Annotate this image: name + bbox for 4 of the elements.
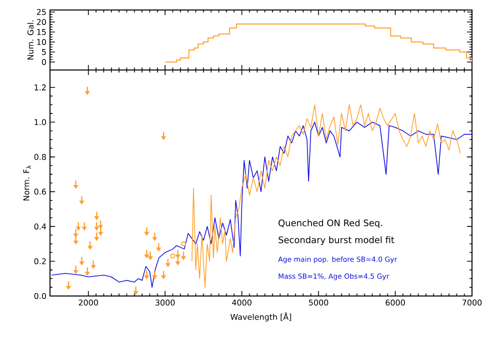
point xyxy=(170,254,176,259)
point xyxy=(181,241,186,246)
annotation: Quenched ON Red Seq. xyxy=(278,219,382,228)
annotation: Secondary burst model fit xyxy=(278,236,394,245)
